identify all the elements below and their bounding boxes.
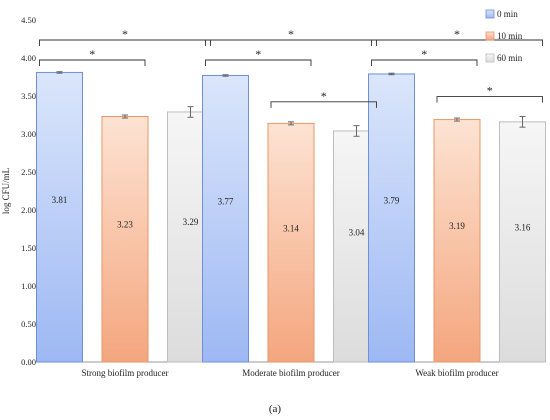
significance-star: * <box>421 47 427 61</box>
bar <box>101 116 149 363</box>
significance-bracket <box>39 59 146 66</box>
data-label: 3.79 <box>384 196 400 206</box>
y-tick-label: 1.00 <box>21 281 36 291</box>
significance-bracket <box>39 39 211 46</box>
data-label: 3.77 <box>218 197 234 207</box>
significance-star: * <box>321 89 327 103</box>
legend-label: 10 min <box>497 31 523 41</box>
y-axis-label: log CFU/mL <box>1 168 11 214</box>
y-tick-label: 1.50 <box>21 243 36 253</box>
significance-star: * <box>89 47 95 61</box>
data-label: 3.04 <box>349 228 365 238</box>
x-tick-label: Strong biofilm producer <box>82 368 169 378</box>
significance-bracket <box>436 96 543 103</box>
x-tick-label: Weak biofilm producer <box>415 368 498 378</box>
y-tick-label: 2.00 <box>21 205 36 215</box>
y-tick-label: 4.00 <box>21 53 36 63</box>
data-label: 3.23 <box>117 220 133 230</box>
y-tick-label: 0.50 <box>21 319 36 329</box>
significance-bracket <box>371 39 543 46</box>
y-tick-label: 3.00 <box>21 129 36 139</box>
data-label: 3.29 <box>183 217 199 227</box>
bars: 3.81 3.23 3.29 3.77 3.14 3.04 3.79 3.19 3.16 <box>36 71 546 363</box>
significance-bracket <box>371 59 478 66</box>
y-tick-label: 0.00 <box>21 357 36 367</box>
bar <box>499 121 546 363</box>
data-label: 3.81 <box>52 195 68 205</box>
legend-swatch <box>485 53 495 63</box>
y-tick-label: 3.50 <box>21 91 36 101</box>
significance-bracket <box>205 59 312 66</box>
bar <box>433 119 481 363</box>
significance-star: * <box>454 27 460 41</box>
y-tick-label: 2.50 <box>21 167 36 177</box>
bar <box>267 122 315 363</box>
bar <box>36 71 83 363</box>
data-label: 3.14 <box>283 223 299 233</box>
legend: 0 min 10 min 60 min <box>485 9 523 63</box>
legend-swatch <box>485 31 495 41</box>
significance-star: * <box>255 47 261 61</box>
significance-bracket <box>205 39 377 46</box>
legend-swatch <box>485 9 495 19</box>
legend-label: 0 min <box>497 9 518 19</box>
legend-label: 60 min <box>497 53 523 63</box>
figure-caption: (a) <box>269 403 282 415</box>
significance-star: * <box>487 84 493 98</box>
significance-brackets: * * * * * * * * <box>39 27 543 108</box>
significance-star: * <box>122 27 128 41</box>
y-tick-label: 4.50 <box>21 15 36 25</box>
x-tick-label: Moderate biofilm producer <box>242 368 339 378</box>
data-label: 3.16 <box>515 223 531 233</box>
significance-star: * <box>288 27 294 41</box>
bar <box>368 73 415 363</box>
bar <box>202 74 249 363</box>
significance-bracket <box>270 101 377 108</box>
data-label: 3.19 <box>449 221 465 231</box>
